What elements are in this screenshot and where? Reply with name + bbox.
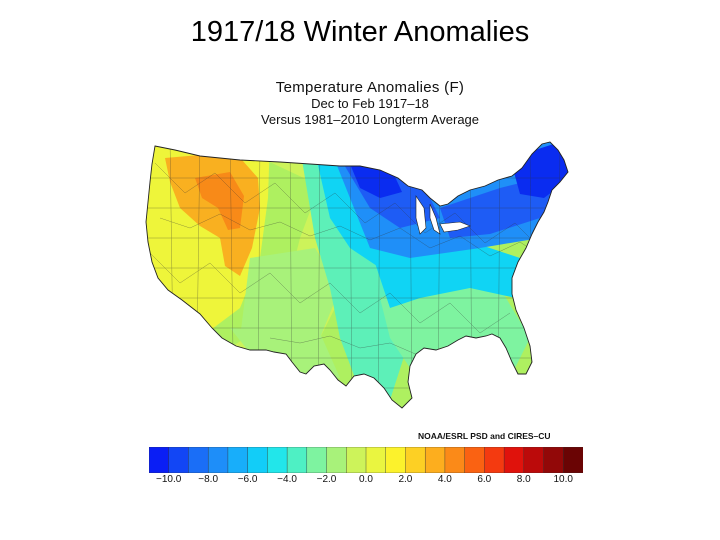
- colorbar-swatch: [405, 447, 426, 473]
- slide-title: 1917/18 Winter Anomalies: [190, 16, 530, 48]
- colorbar-swatch: [227, 447, 249, 473]
- colorbar-swatch: [207, 447, 229, 473]
- colorbar-tick-label: −8.0: [198, 474, 219, 485]
- map-title: Temperature Anomalies (F) Dec to Feb 191…: [200, 80, 540, 128]
- colorbar-swatch: [149, 447, 170, 473]
- colorbar-swatch: [286, 447, 308, 473]
- colorbar-swatch: [444, 447, 466, 473]
- colorbar-swatch: [346, 447, 367, 473]
- colorbar-swatch: [543, 447, 564, 473]
- colorbar-swatch: [306, 447, 328, 473]
- us-outline: [145, 141, 569, 409]
- colorbar-tick-label: 0.0: [358, 474, 373, 485]
- colorbar-swatch: [267, 447, 288, 473]
- colorbar-swatch: [523, 447, 545, 473]
- colorbar-tick-label: −2.0: [316, 474, 337, 485]
- great-lakes: [415, 195, 471, 235]
- map-title-line2: Dec to Feb 1917–18: [311, 96, 429, 111]
- colorbar-swatch: [385, 447, 406, 473]
- colorbar-swatch: [326, 447, 347, 473]
- colorbar-tick-label: −6.0: [237, 474, 258, 485]
- colorbar-swatch: [247, 447, 268, 473]
- map-credit: NOAA/ESRL PSD and CIRES–CU: [418, 431, 551, 441]
- colorbar-tick-label: 6.0: [477, 474, 492, 485]
- us-anomaly-map: [145, 141, 569, 409]
- colorbar-swatch: [168, 447, 189, 473]
- colorbar-swatch: [464, 447, 485, 473]
- colorbar-tick-label: −4.0: [277, 474, 297, 485]
- colorbar-swatch: [484, 447, 505, 473]
- colorbar-tick-label: 2.0: [398, 474, 413, 485]
- colorbar-swatch: [503, 447, 525, 473]
- colorbar-swatch: [424, 447, 446, 473]
- colorbar-tick-label: 10.0: [553, 474, 573, 485]
- colorbar: [149, 447, 583, 473]
- colorbar-tick-label: −10.0: [156, 474, 182, 485]
- colorbar-swatch: [365, 447, 387, 473]
- map-title-line1: Temperature Anomalies (F): [275, 79, 465, 96]
- colorbar-tick-label: 8.0: [516, 474, 531, 485]
- colorbar-swatch: [188, 447, 209, 473]
- colorbar-swatch: [563, 447, 583, 473]
- colorbar-tick-label: 4.0: [437, 474, 452, 485]
- map-title-line3: Versus 1981–2010 Longterm Average: [260, 112, 480, 127]
